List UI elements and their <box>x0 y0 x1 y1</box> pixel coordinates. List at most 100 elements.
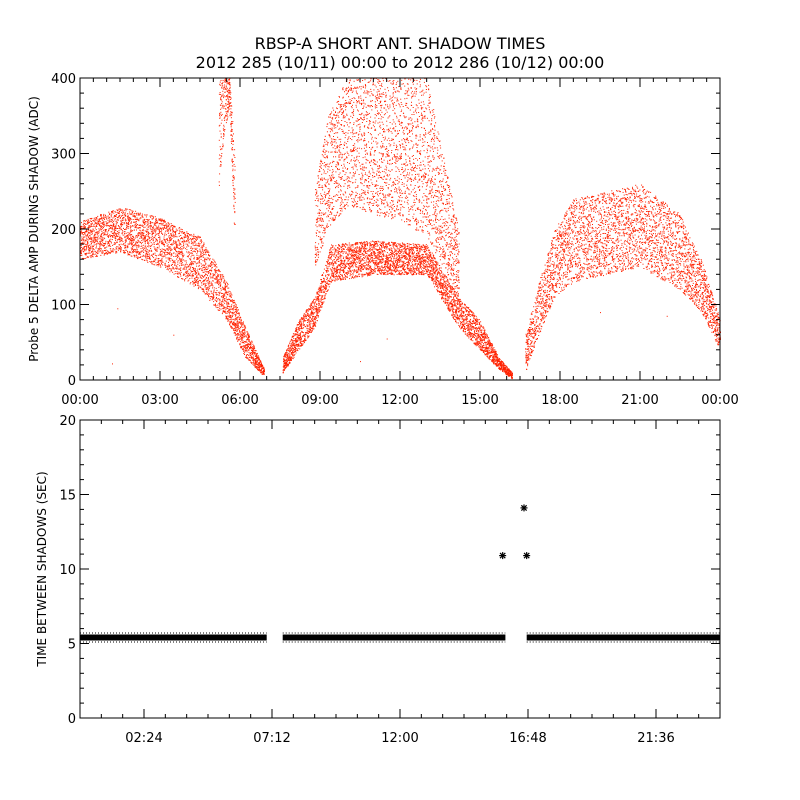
top-point <box>204 273 206 275</box>
top-point <box>295 338 297 340</box>
top-point <box>116 221 118 223</box>
top-point <box>289 361 290 363</box>
top-point <box>129 252 131 254</box>
top-point <box>103 217 105 219</box>
top-point <box>235 318 237 319</box>
top-point <box>174 260 176 262</box>
top-point <box>153 222 155 224</box>
top-point <box>191 252 193 254</box>
top-point <box>98 248 100 250</box>
top-point <box>135 256 137 258</box>
top-point <box>329 253 331 255</box>
top-point <box>175 253 177 255</box>
top-point <box>218 269 220 271</box>
top-point <box>338 244 340 246</box>
top-point <box>325 274 327 276</box>
top-point <box>127 216 129 218</box>
top-point <box>141 245 143 247</box>
top-point <box>127 251 129 252</box>
top-point <box>120 249 122 251</box>
top-point <box>145 257 147 259</box>
top-point <box>324 284 326 286</box>
top-point <box>193 254 195 256</box>
top-point <box>87 235 89 237</box>
top-point <box>166 228 168 230</box>
top-point <box>254 351 256 353</box>
top-point <box>96 217 98 218</box>
top-point <box>237 329 239 331</box>
top-point <box>259 359 261 361</box>
top-point <box>345 265 347 267</box>
top-point <box>158 218 160 220</box>
top-point <box>225 286 227 288</box>
top-point <box>165 260 167 262</box>
top-point <box>149 223 151 225</box>
top-point <box>332 264 334 266</box>
top-point <box>219 276 221 278</box>
top-point <box>138 233 140 235</box>
top-point <box>332 261 334 263</box>
top-point <box>328 274 330 276</box>
top-point <box>338 264 340 266</box>
top-point <box>353 270 355 272</box>
top-point <box>178 248 180 250</box>
top-point <box>101 236 103 238</box>
top-point <box>187 273 189 275</box>
top-point <box>141 213 143 215</box>
top-point <box>309 324 311 326</box>
top-point <box>309 326 311 328</box>
top-point <box>185 260 187 262</box>
top-point <box>302 341 304 342</box>
top-point <box>231 323 233 324</box>
top-point <box>236 337 238 339</box>
top-point <box>293 348 294 350</box>
top-point <box>118 232 120 234</box>
top-point <box>289 362 291 364</box>
top-point <box>200 258 202 260</box>
top-point <box>260 370 262 372</box>
top-point <box>136 229 137 231</box>
top-point <box>325 275 326 277</box>
top-point <box>90 255 92 257</box>
top-point <box>256 358 257 360</box>
top-point <box>87 222 89 224</box>
top-point <box>120 245 121 247</box>
top-point <box>228 313 230 315</box>
top-point <box>95 253 97 255</box>
top-point <box>235 309 237 311</box>
top-point <box>332 268 334 270</box>
top-point <box>152 227 154 229</box>
top-point <box>141 232 143 233</box>
top-point <box>223 288 225 290</box>
top-point <box>154 247 156 249</box>
top-point <box>300 317 302 319</box>
top-point <box>142 229 144 230</box>
top-point <box>228 315 230 317</box>
top-point <box>293 356 295 358</box>
top-point <box>357 242 359 244</box>
top-point <box>212 287 213 289</box>
top-point <box>200 246 202 248</box>
top-point <box>186 272 188 274</box>
top-point <box>181 251 183 253</box>
top-point <box>240 317 242 319</box>
top-point <box>348 263 349 265</box>
top-point <box>214 282 216 284</box>
top-point <box>157 243 159 245</box>
top-point <box>298 329 300 331</box>
top-point <box>120 226 122 228</box>
top-point <box>326 271 328 273</box>
top-point <box>193 270 195 272</box>
top-point <box>296 328 298 330</box>
top-point <box>141 215 143 217</box>
top-point <box>191 260 193 262</box>
top-point <box>226 316 228 318</box>
top-point <box>188 279 190 281</box>
top-point <box>146 230 148 232</box>
top-point <box>108 235 110 237</box>
top-point <box>321 289 323 291</box>
top-point <box>181 261 182 263</box>
top-point <box>356 258 358 260</box>
top-point <box>204 286 206 288</box>
top-point <box>88 237 90 238</box>
